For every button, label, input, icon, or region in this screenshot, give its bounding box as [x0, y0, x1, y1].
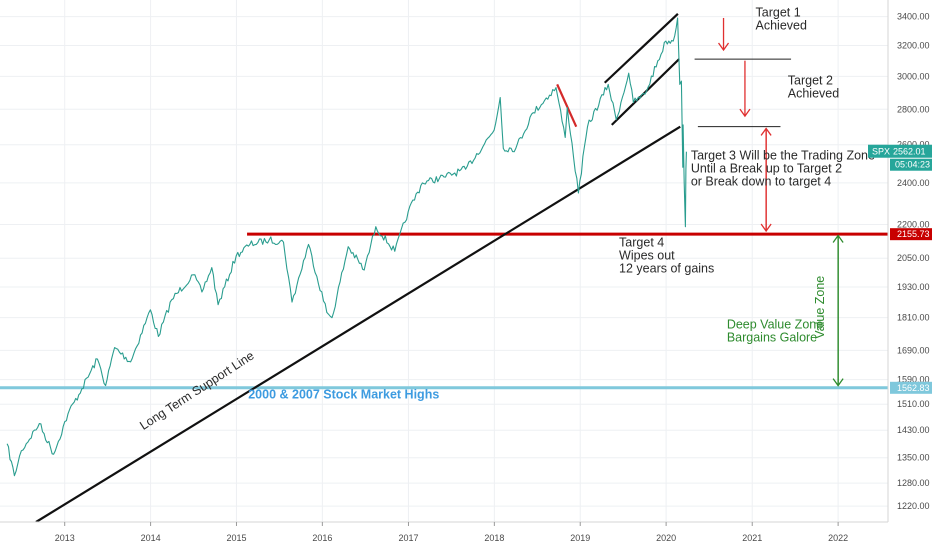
price-badge-value: 2562.01	[893, 147, 926, 157]
annotation-line: Bargains Galore	[727, 330, 817, 344]
countdown-badge	[890, 158, 932, 171]
annotation: 2000 & 2007 Stock Market Highs	[248, 388, 439, 402]
annotation: Target 1 Achieved	[756, 6, 807, 33]
annotation: Long Term Support Line	[137, 348, 256, 432]
annotation-line: Wipes out	[619, 249, 675, 263]
annotation: Value Zone	[813, 276, 827, 339]
y-tick-label: 2200.00	[897, 219, 930, 229]
annotation-line: Value Zone	[813, 276, 827, 339]
y-tick-label: 2400.00	[897, 178, 930, 188]
y-tick-label: 3400.00	[897, 12, 930, 22]
level-badge	[890, 228, 932, 241]
annotation-line: Long Term Support Line	[137, 348, 256, 432]
y-tick-label: 1930.00	[897, 282, 930, 292]
arrow	[718, 17, 730, 52]
arrow-head	[832, 378, 844, 387]
x-tick-label: 2014	[141, 533, 161, 543]
arrow	[760, 127, 772, 232]
annotation-line: Target 2	[788, 73, 833, 87]
trendline	[603, 12, 679, 84]
x-tick-label: 2016	[312, 533, 332, 543]
arrow-head	[760, 127, 772, 136]
price-badge	[868, 144, 932, 158]
trendlines	[35, 12, 681, 523]
price-axis[interactable]: 3400.00 3200.00 3000.00 2800.00 2600.00 2400.…	[868, 0, 932, 522]
y-tick-label: 2050.00	[897, 253, 930, 263]
annotation: Target 3 Will be the Trading Zone Until a…	[691, 149, 875, 189]
arrow-head	[832, 234, 844, 243]
y-tick-label: 1690.00	[897, 345, 930, 355]
annotation-line: 12 years of gains	[619, 262, 714, 276]
y-tick-label: 1280.00	[897, 478, 930, 488]
price-series	[6, 17, 687, 477]
annotation-line: Until a Break up to Target 2	[691, 162, 842, 176]
x-tick-label: 2017	[398, 533, 418, 543]
annotation: Target 4 Wipes out 12 years of gains	[619, 236, 714, 276]
x-tick-label: 2021	[742, 533, 762, 543]
arrow	[739, 60, 751, 118]
trendline	[35, 125, 681, 523]
annotation-line: Target 1	[756, 6, 801, 20]
arrows	[718, 17, 844, 387]
trendline	[556, 83, 578, 128]
y-tick-label: 1590.00	[897, 375, 930, 385]
spx-price-line	[6, 17, 687, 477]
x-tick-label: 2015	[226, 533, 246, 543]
annotation-line: or Break down to target 4	[691, 175, 831, 189]
y-tick-label: 1350.00	[897, 453, 930, 463]
annotation-line: Deep Value Zone	[727, 317, 823, 331]
y-tick-label: 1430.00	[897, 425, 930, 435]
price-badge-symbol: SPX	[872, 147, 890, 157]
annotation: Deep Value Zone Bargains Galore	[727, 317, 823, 344]
annotation: Target 2 Achieved	[788, 73, 839, 100]
y-tick-label: 1220.00	[897, 501, 930, 511]
x-tick-label: 2022	[828, 533, 848, 543]
x-tick-label: 2018	[484, 533, 504, 543]
annotation-line: Achieved	[756, 19, 807, 33]
annotation-line: Target 4	[619, 236, 664, 250]
grid	[0, 0, 888, 522]
y-tick-label: 2800.00	[897, 104, 930, 114]
y-tick-label: 3000.00	[897, 71, 930, 81]
level-badge-label: 1562.83	[897, 383, 930, 393]
time-axis[interactable]: 2013 2014 2015 2016 2017 2018 2019 2020 2021 2022	[0, 521, 932, 550]
annotation-line: 2000 & 2007 Stock Market Highs	[248, 388, 439, 402]
target-levels	[694, 58, 792, 128]
annotation-line: Target 3 Will be the Trading Zone	[691, 149, 875, 163]
y-tick-label: 3200.00	[897, 41, 930, 51]
arrow	[832, 234, 844, 386]
y-tick-label: 1510.00	[897, 399, 930, 409]
level-badge	[890, 381, 932, 394]
arrow-head	[718, 42, 730, 52]
horizontal-levels	[0, 232, 888, 390]
level-badge-label: 2155.73	[897, 229, 930, 239]
x-tick-label: 2019	[570, 533, 590, 543]
y-tick-label: 1810.00	[897, 313, 930, 323]
annotation-line: Achieved	[788, 86, 839, 100]
x-tick-label: 2013	[55, 533, 75, 543]
arrow-head	[739, 108, 751, 118]
y-tick-label: 2600.00	[897, 140, 930, 150]
x-tick-label: 2020	[656, 533, 676, 543]
countdown-label: 05:04:23	[895, 160, 930, 170]
